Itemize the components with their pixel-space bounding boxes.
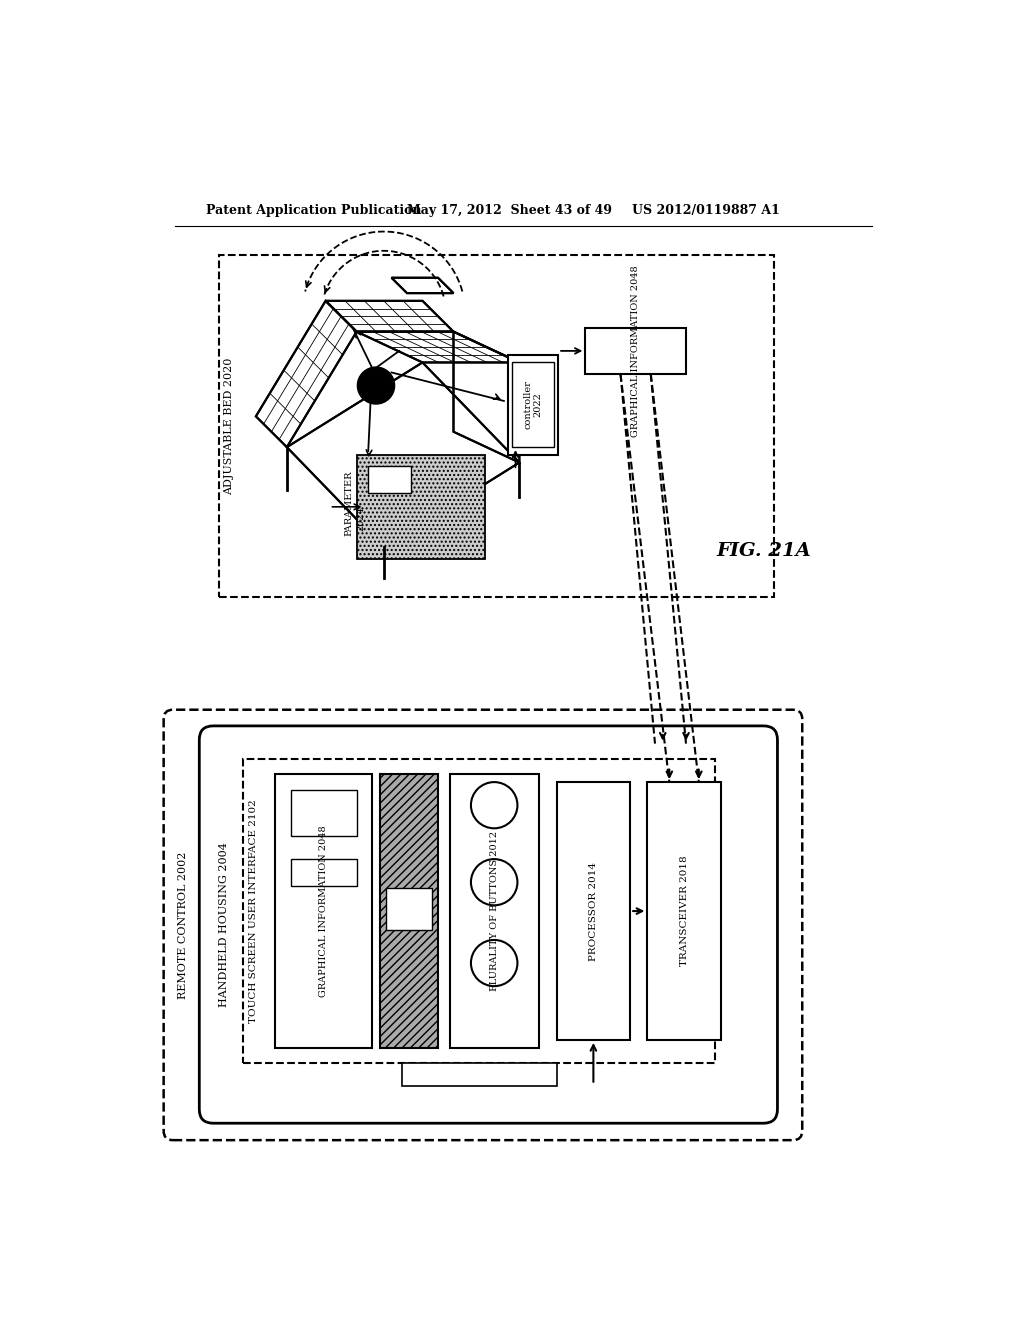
Bar <box>386 887 432 929</box>
Text: May 17, 2012  Sheet 43 of 49: May 17, 2012 Sheet 43 of 49 <box>407 205 612 218</box>
Bar <box>512 363 554 447</box>
Text: TRANSCEIVER 2018: TRANSCEIVER 2018 <box>680 855 688 966</box>
Bar <box>291 859 356 886</box>
Bar <box>401 1063 557 1086</box>
Text: controller
2022: controller 2022 <box>523 380 543 429</box>
Circle shape <box>357 367 394 404</box>
Bar <box>291 789 356 836</box>
Text: HANDHELD HOUSING 2004: HANDHELD HOUSING 2004 <box>219 842 229 1007</box>
Text: PLURALITY OF BUTTONS 2012: PLURALITY OF BUTTONS 2012 <box>489 832 499 991</box>
Text: Patent Application Publication: Patent Application Publication <box>206 205 421 218</box>
Text: US 2012/0119887 A1: US 2012/0119887 A1 <box>632 205 779 218</box>
Text: PARAMETER: PARAMETER <box>344 470 353 536</box>
Bar <box>356 455 484 558</box>
Bar <box>380 775 438 1048</box>
FancyBboxPatch shape <box>200 726 777 1123</box>
Bar <box>586 327 686 374</box>
Bar <box>557 781 630 1040</box>
Bar <box>275 775 372 1048</box>
Bar <box>369 466 411 494</box>
Text: GRAPHICAL INFORMATION 2048: GRAPHICAL INFORMATION 2048 <box>319 825 328 997</box>
Text: GRAPHICAL INFORMATION 2048: GRAPHICAL INFORMATION 2048 <box>631 265 640 437</box>
Text: ADJUSTABLE BED 2020: ADJUSTABLE BED 2020 <box>224 358 234 495</box>
Bar <box>508 355 558 455</box>
Text: TOUCH SCREEN USER INTERFACE 2102: TOUCH SCREEN USER INTERFACE 2102 <box>249 799 258 1023</box>
Bar <box>243 759 716 1063</box>
Text: 2024: 2024 <box>356 506 365 531</box>
Bar <box>219 255 773 598</box>
Text: FIG. 21A: FIG. 21A <box>716 543 811 560</box>
Bar <box>647 781 721 1040</box>
Bar <box>450 775 539 1048</box>
Text: REMOTE CONTROL 2002: REMOTE CONTROL 2002 <box>178 851 188 999</box>
Text: PROCESSOR 2014: PROCESSOR 2014 <box>589 862 598 961</box>
